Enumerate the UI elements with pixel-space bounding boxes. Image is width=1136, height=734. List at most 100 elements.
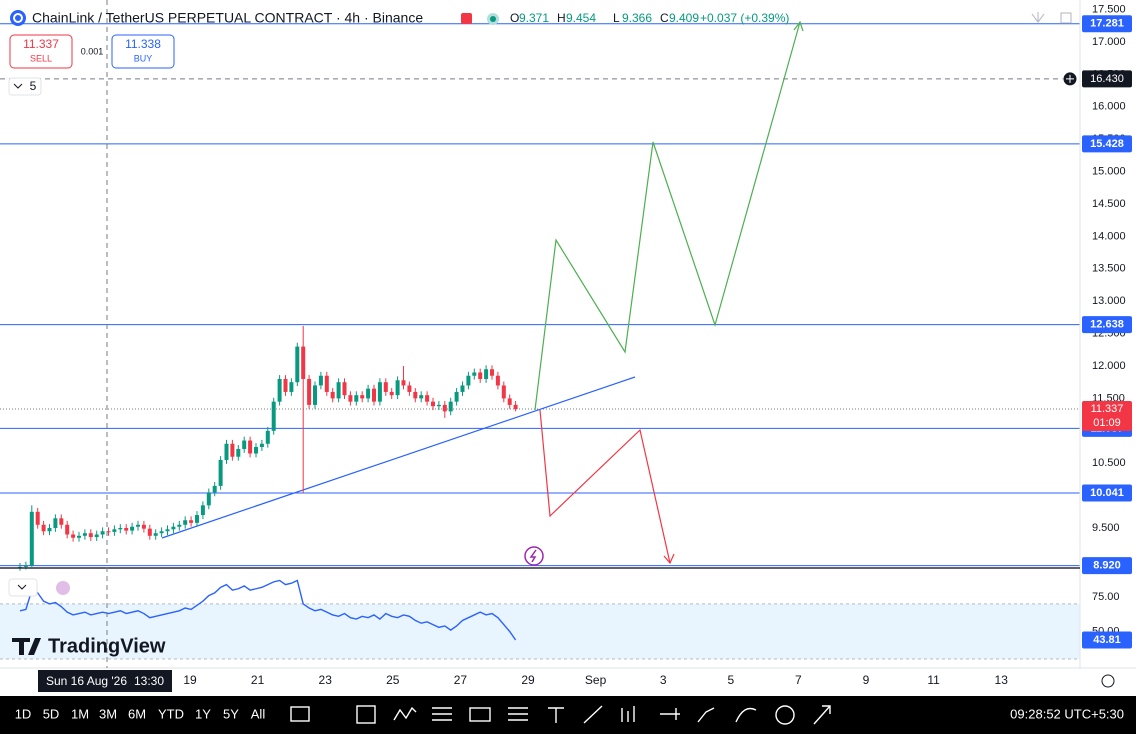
range-button[interactable]: 1M: [71, 706, 89, 721]
candle-body: [242, 440, 247, 449]
ohlc-value: 9.409: [669, 11, 699, 25]
x-tick-label: 5: [727, 673, 734, 687]
candle-body: [318, 375, 323, 386]
settings-icon[interactable]: [1101, 674, 1115, 688]
candle-body: [218, 459, 223, 486]
rect-tool[interactable]: [356, 705, 376, 724]
candle-body: [271, 401, 276, 431]
candle-body: [283, 378, 288, 392]
candle-body: [23, 565, 28, 567]
text-tool[interactable]: [548, 707, 564, 723]
range-button[interactable]: 3M: [99, 706, 117, 721]
sell-button[interactable]: [9, 34, 73, 69]
measure-tool[interactable]: [660, 708, 680, 720]
crosshair-date: Sun 16 Aug '26: [46, 674, 127, 688]
candle-body: [206, 492, 211, 506]
bullish-projection[interactable]: [534, 21, 801, 411]
clock: 09:28:52 UTC+5:30: [1010, 706, 1124, 721]
range-button[interactable]: 5D: [43, 706, 60, 721]
range-button[interactable]: 5Y: [223, 706, 239, 721]
trend-line[interactable]: [161, 376, 636, 539]
candle-body: [265, 430, 270, 444]
cycle-tool[interactable]: [775, 705, 795, 725]
candle-body: [419, 395, 424, 399]
y-tick-label: 12.000: [1092, 360, 1126, 372]
series-layer: [18, 325, 518, 641]
range-button[interactable]: YTD: [158, 706, 184, 721]
candle-body: [460, 385, 465, 392]
crosshair-price-bg: [1082, 70, 1132, 88]
range-button[interactable]: 1D: [15, 706, 32, 721]
drawings: [161, 20, 804, 566]
range-button[interactable]: All: [251, 706, 266, 721]
candle-body: [106, 531, 111, 533]
flag-icon[interactable]: [461, 13, 472, 24]
ohlc-key: L: [613, 11, 620, 25]
calendar-icon[interactable]: [290, 706, 310, 722]
candle-body: [324, 375, 329, 392]
candle-body: [200, 505, 205, 516]
lines-tool[interactable]: [508, 707, 528, 721]
rsi-settings-icon[interactable]: [56, 581, 70, 595]
range-button[interactable]: 1Y: [195, 706, 211, 721]
candle-body: [377, 382, 382, 402]
y-tick-label: 17.000: [1092, 36, 1126, 48]
download-icon[interactable]: [1031, 12, 1045, 23]
maximize-icon[interactable]: [1060, 12, 1072, 24]
y-tick-label: 13.000: [1092, 295, 1126, 307]
brush-tool[interactable]: [735, 707, 757, 723]
candle-body: [35, 511, 40, 525]
candle-body: [189, 520, 194, 523]
pattern-tool[interactable]: [697, 707, 715, 723]
x-tick-label: 13: [995, 673, 1009, 687]
candle-body: [82, 533, 87, 536]
y-tick-label: 14.000: [1092, 230, 1126, 242]
rsi-band: [0, 603, 1080, 660]
candle-body: [224, 443, 229, 460]
candle-body: [466, 375, 471, 386]
fib-tool[interactable]: [432, 707, 452, 721]
candle-body: [354, 395, 359, 402]
sell-price: 11.337: [23, 37, 59, 51]
level-label-bg: [1082, 15, 1132, 33]
path-tool[interactable]: [393, 706, 417, 721]
candle-body: [484, 369, 489, 379]
candle-body: [183, 520, 188, 525]
candle-body: [507, 398, 512, 405]
y-tick-label: 17.500: [1092, 3, 1126, 15]
candle-body: [65, 524, 70, 535]
level-label: 17.281: [1090, 18, 1124, 30]
candle-body: [94, 534, 99, 538]
status-dot: [490, 16, 496, 22]
countdown: 01:09: [1093, 417, 1121, 429]
position-tool[interactable]: [469, 707, 491, 722]
arrow-tool[interactable]: [813, 705, 831, 725]
ohlc-key: C: [660, 11, 669, 25]
bars-tool[interactable]: [621, 706, 635, 722]
buy-price: 11.338: [125, 37, 161, 51]
background-layer: 17.50017.00016.50016.00015.50015.00014.5…: [0, 3, 1126, 660]
candle-body: [171, 526, 176, 530]
range-button[interactable]: 6M: [128, 706, 146, 721]
candle-body: [277, 378, 282, 402]
bearish-projection[interactable]: [539, 409, 671, 564]
candle-body: [342, 382, 347, 396]
candle-body: [413, 391, 418, 399]
indicators-count: 5: [30, 79, 37, 93]
candle-body: [472, 372, 477, 376]
buy-button[interactable]: [111, 34, 175, 69]
alert-icon[interactable]: [524, 546, 544, 566]
indicators-toggle[interactable]: [8, 77, 42, 96]
rsi-last-label: 43.81: [1093, 634, 1121, 646]
candle-body: [165, 529, 170, 532]
change: +0.037 (+0.39%): [700, 11, 789, 25]
candle-body: [77, 535, 81, 538]
sell-label: SELL: [30, 53, 52, 63]
trend-tool[interactable]: [583, 705, 603, 724]
candle-body: [47, 528, 52, 532]
ohlc-key: H: [557, 11, 566, 25]
candle-body: [401, 380, 406, 386]
last-price-bg: [1082, 400, 1132, 431]
level-label-bg: [1082, 557, 1132, 575]
